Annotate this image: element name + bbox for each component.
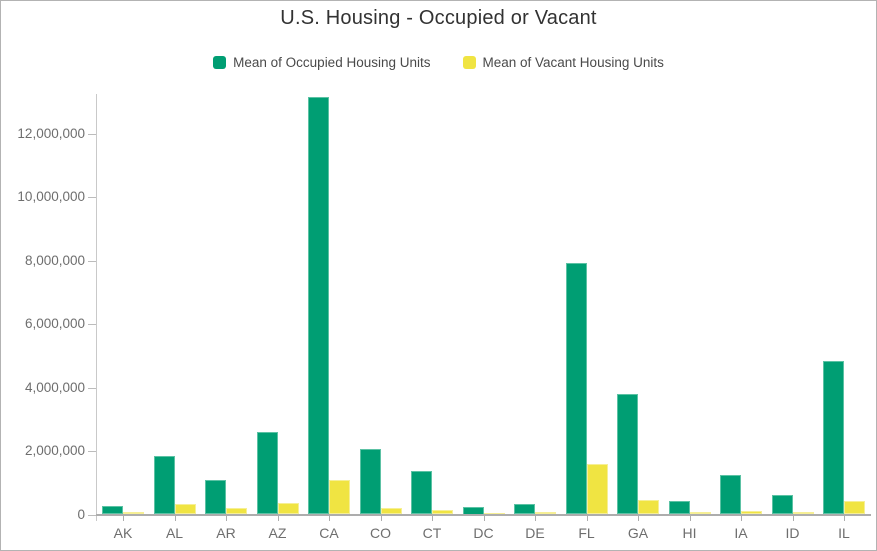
bar-vacant-DE[interactable]	[535, 512, 556, 515]
y-axis-tick-label: 2,000,000	[24, 443, 85, 458]
y-axis-tick	[88, 260, 96, 262]
legend-item-occupied[interactable]: Mean of Occupied Housing Units	[213, 55, 431, 70]
legend-label-vacant: Mean of Vacant Housing Units	[482, 55, 664, 70]
bar-vacant-AK[interactable]	[123, 512, 144, 515]
x-axis-tick-label: DC	[473, 524, 494, 541]
y-axis-tick	[88, 133, 96, 135]
bar-vacant-HI[interactable]	[689, 512, 711, 515]
x-axis-tick-label: FL	[578, 524, 595, 541]
legend-label-occupied: Mean of Occupied Housing Units	[233, 55, 431, 70]
x-axis-tick-label: AL	[165, 524, 184, 541]
x-axis-tick-label: AR	[216, 524, 236, 541]
y-axis-tick	[88, 387, 96, 389]
x-axis-tick	[277, 516, 279, 521]
x-axis-tick	[432, 516, 433, 521]
bar-occupied-ID[interactable]	[771, 494, 793, 515]
bar-occupied-FL[interactable]	[565, 263, 587, 515]
x-axis-tick-label: ID	[785, 524, 800, 541]
bar-occupied-CO[interactable]	[359, 449, 381, 515]
x-axis-baseline	[96, 514, 871, 516]
x-axis-tick-label: AZ	[268, 524, 287, 541]
bar-occupied-CA[interactable]	[308, 96, 329, 515]
x-axis-tick-label: AK	[113, 524, 133, 541]
bar-occupied-AL[interactable]	[153, 456, 175, 515]
bar-occupied-AZ[interactable]	[256, 431, 278, 515]
y-axis-tick	[88, 451, 96, 452]
bar-vacant-CO[interactable]	[380, 508, 402, 515]
bar-vacant-CA[interactable]	[329, 479, 350, 515]
bar-occupied-DE[interactable]	[514, 503, 535, 515]
x-axis-tick	[844, 516, 845, 521]
x-axis-tick	[792, 516, 794, 521]
x-axis-tick	[226, 516, 227, 521]
bar-vacant-FL[interactable]	[586, 463, 608, 515]
legend-swatch-occupied-icon	[213, 56, 227, 69]
x-axis-tick	[689, 516, 691, 521]
y-axis-tick-label: 0	[77, 506, 85, 522]
x-axis-tick	[483, 516, 485, 521]
bar-vacant-GA[interactable]	[638, 499, 659, 515]
x-axis-tick	[123, 516, 124, 521]
x-axis-tick-label: IL	[838, 524, 850, 541]
x-axis-tick-label: CT	[422, 524, 442, 541]
x-axis-tick	[174, 516, 176, 521]
y-axis-tick-label: 4,000,000	[24, 379, 85, 395]
legend-item-vacant[interactable]: Mean of Vacant Housing Units	[462, 55, 664, 70]
legend: Mean of Occupied Housing Units Mean of V…	[1, 55, 876, 70]
x-axis-tick	[535, 516, 536, 521]
bar-vacant-IL[interactable]	[844, 500, 865, 515]
x-axis-tick-label: DE	[525, 524, 545, 541]
y-axis-tick-label: 12,000,000	[17, 125, 85, 141]
y-axis-line	[96, 94, 97, 521]
bar-occupied-HI[interactable]	[668, 500, 690, 515]
chart-title: U.S. Housing - Occupied or Vacant	[280, 7, 597, 29]
x-axis-tick	[638, 516, 639, 521]
bar-occupied-AK[interactable]	[102, 505, 123, 515]
bar-occupied-AR[interactable]	[205, 479, 226, 515]
x-axis-tick-label: CO	[370, 524, 391, 541]
x-axis-tick-label: GA	[627, 524, 649, 541]
x-axis-tick	[741, 516, 742, 521]
x-axis-tick	[586, 516, 588, 521]
y-axis-tick	[88, 324, 96, 325]
x-axis-tick	[329, 516, 330, 521]
bar-vacant-AL[interactable]	[174, 504, 196, 515]
bar-occupied-GA[interactable]	[617, 393, 638, 515]
legend-swatch-vacant-icon	[462, 56, 476, 69]
bar-occupied-IA[interactable]	[720, 475, 741, 515]
bar-vacant-AZ[interactable]	[277, 503, 299, 515]
y-axis-tick-label: 6,000,000	[24, 316, 85, 331]
y-axis-tick-label: 8,000,000	[24, 252, 85, 268]
bar-vacant-CT[interactable]	[432, 510, 453, 515]
y-axis-tick	[88, 197, 96, 198]
y-axis-tick	[88, 514, 96, 516]
bar-vacant-AR[interactable]	[226, 508, 247, 515]
x-axis-tick	[380, 516, 382, 521]
x-axis-tick-label: CA	[319, 524, 339, 541]
bar-occupied-IL[interactable]	[823, 360, 844, 515]
x-axis-tick-label: IA	[734, 524, 748, 541]
y-axis-tick-label: 10,000,000	[17, 189, 85, 204]
bar-vacant-ID[interactable]	[792, 512, 814, 515]
x-axis-tick-label: HI	[682, 524, 697, 541]
bar-occupied-CT[interactable]	[411, 471, 432, 515]
